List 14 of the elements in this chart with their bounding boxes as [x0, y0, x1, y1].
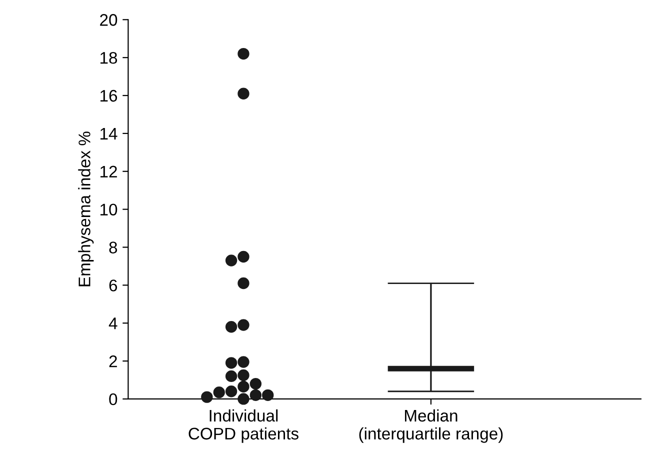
y-tick-label: 6 — [109, 280, 118, 292]
y-tick-label: 16 — [100, 90, 118, 102]
y-tick-label: 18 — [100, 52, 118, 64]
y-tick-label: 0 — [109, 393, 118, 406]
y-axis-title: Emphysema index % — [78, 132, 94, 286]
y-tick-label: 4 — [108, 318, 118, 330]
y-tick-label: 14 — [100, 128, 118, 140]
y-tick-label: 10 — [100, 204, 118, 216]
y-tick-label: 2 — [109, 355, 117, 368]
y-tick-label: 12 — [100, 166, 117, 178]
x-tick-label: Individual COPD patients — [188, 409, 298, 443]
y-tick-label: 8 — [109, 242, 118, 254]
y-tick-label: 20 — [100, 14, 118, 26]
x-tick-label: Median (interquartile range) — [359, 409, 503, 443]
